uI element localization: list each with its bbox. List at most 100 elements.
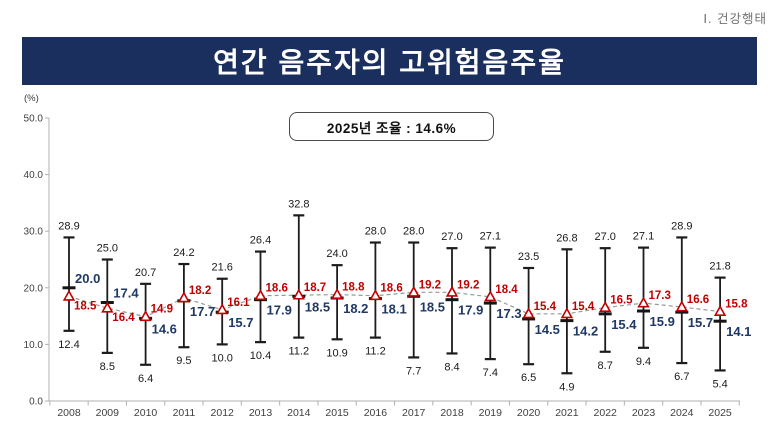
red-value-label: 15.8: [725, 299, 748, 311]
x-axis-year-label: 2021: [555, 407, 579, 419]
ci-lower-label: 6.7: [674, 371, 689, 383]
ci-upper-label: 28.0: [365, 226, 386, 238]
red-value-label: 18.2: [189, 285, 211, 297]
ci-upper-label: 21.6: [211, 262, 232, 274]
y-axis-tick-label: 50.0: [24, 114, 44, 125]
ci-upper-label: 32.8: [288, 198, 309, 210]
x-axis-year-label: 2015: [325, 407, 349, 419]
navy-value-label: 17.9: [458, 303, 483, 318]
red-value-label: 16.6: [687, 294, 709, 306]
ci-lower-label: 8.7: [598, 360, 613, 372]
triangle-marker: [139, 310, 152, 322]
triangle-marker: [369, 289, 382, 301]
x-axis-year-label: 2013: [249, 407, 273, 419]
navy-value-label: 15.9: [650, 314, 675, 329]
ci-upper-label: 24.0: [326, 248, 347, 260]
ci-lower-label: 10.0: [211, 352, 232, 364]
red-value-label: 16.1: [227, 297, 250, 309]
navy-value-label: 18.2: [343, 301, 368, 316]
ci-lower-label: 5.4: [712, 378, 727, 390]
triangle-marker: [713, 304, 727, 316]
ci-lower-label: 8.4: [444, 361, 459, 373]
triangle-marker: [675, 300, 688, 312]
red-value-label: 18.4: [495, 284, 518, 296]
x-axis-year-label: 2022: [594, 407, 618, 419]
red-value-label: 17.3: [649, 290, 671, 302]
ci-lower-label: 7.7: [406, 365, 421, 377]
ci-lower-label: 11.2: [365, 346, 386, 358]
navy-value-label: 15.7: [228, 315, 253, 330]
triangle-marker: [177, 291, 191, 303]
navy-value-label: 14.5: [535, 322, 560, 337]
ci-lower-label: 10.4: [250, 350, 271, 362]
ci-lower-label: 8.5: [100, 361, 115, 373]
ci-upper-label: 23.5: [518, 251, 539, 263]
ci-lower-label: 9.5: [176, 355, 191, 367]
red-value-label: 19.2: [457, 279, 479, 291]
x-axis-year-label: 2016: [364, 407, 388, 419]
red-value-label: 18.5: [74, 300, 97, 312]
navy-value-label: 17.9: [267, 303, 292, 318]
ci-upper-label: 27.1: [480, 231, 501, 243]
red-value-label: 16.4: [112, 312, 135, 324]
red-value-label: 15.4: [534, 301, 557, 313]
x-axis-year-label: 2023: [632, 407, 656, 419]
x-axis-year-label: 2020: [517, 407, 541, 419]
ci-upper-label: 27.0: [441, 231, 462, 243]
red-value-label: 18.7: [304, 282, 326, 294]
triangle-marker: [407, 285, 420, 297]
x-axis-year-label: 2025: [708, 407, 732, 419]
navy-value-label: 15.4: [611, 317, 637, 332]
navy-value-label: 20.0: [75, 271, 100, 286]
navy-value-label: 15.7: [688, 315, 713, 330]
page-title: 연간 음주자의 고위험음주율: [213, 47, 566, 78]
ci-upper-label: 28.9: [671, 220, 692, 232]
ci-lower-label: 6.4: [138, 373, 153, 385]
triangle-marker: [522, 307, 535, 319]
triangle-marker: [62, 289, 76, 301]
navy-value-label: 14.6: [152, 321, 177, 336]
annotation-box: 2025년 조율 : 14.6%: [289, 112, 494, 141]
x-axis-year-label: 2017: [402, 407, 426, 419]
triangle-marker: [292, 288, 305, 300]
navy-value-label: 17.4: [113, 286, 139, 301]
ci-upper-label: 25.0: [97, 243, 118, 255]
red-value-label: 16.5: [610, 295, 633, 307]
x-axis-year-label: 2010: [134, 407, 158, 419]
triangle-marker: [560, 307, 574, 319]
ci-upper-label: 27.1: [633, 231, 654, 243]
ci-lower-label: 9.4: [636, 356, 651, 368]
ci-lower-label: 10.9: [326, 347, 347, 359]
x-axis-year-label: 2024: [670, 407, 694, 419]
x-axis-year-label: 2008: [57, 407, 81, 419]
triangle-marker: [254, 289, 267, 301]
red-value-label: 14.9: [151, 304, 173, 316]
red-value-label: 18.8: [342, 282, 365, 294]
x-axis-year-label: 2009: [96, 407, 120, 419]
triangle-marker: [216, 303, 229, 315]
triangle-marker: [484, 290, 497, 302]
x-axis-year-label: 2012: [211, 407, 235, 419]
ci-lower-label: 12.4: [58, 339, 79, 351]
ci-upper-label: 28.9: [58, 220, 79, 232]
title-bar: 연간 음주자의 고위험음주율: [22, 37, 757, 85]
navy-value-label: 14.2: [573, 324, 598, 339]
section-label: Ⅰ. 건강행태: [703, 12, 767, 26]
red-value-label: 19.2: [419, 279, 441, 291]
ci-lower-label: 7.4: [483, 367, 498, 379]
navy-value-label: 18.1: [381, 302, 406, 317]
ci-upper-label: 21.8: [709, 261, 730, 273]
red-value-label: 18.6: [266, 283, 288, 295]
y-axis-unit-label: (%): [24, 93, 39, 104]
ci-upper-label: 28.0: [403, 226, 424, 238]
triangle-marker: [599, 300, 612, 313]
ci-lower-label: 6.5: [521, 372, 536, 384]
x-axis-year-label: 2019: [479, 407, 503, 419]
navy-value-label: 18.5: [420, 299, 445, 314]
ci-upper-label: 27.0: [594, 231, 615, 243]
triangle-marker: [330, 287, 344, 299]
red-value-label: 18.6: [380, 283, 402, 295]
annotation-text: 2025년 조율 : 14.6%: [326, 120, 457, 136]
